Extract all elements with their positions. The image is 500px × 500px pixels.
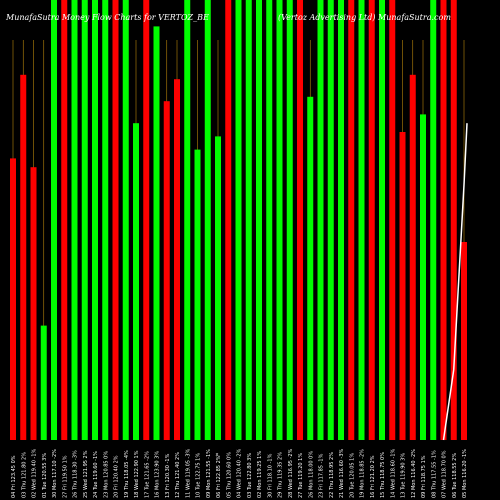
x-tick-label: 30 Fri 118.10 -1% [267, 453, 273, 498]
x-tick-label: 15 Thu 118.75 0% [380, 452, 386, 498]
x-tick-label: 04 Wed 120.40 -2% [237, 448, 243, 498]
bar [307, 96, 314, 441]
x-tick-label: 26 Mon 118.00 0% [308, 451, 314, 498]
bar [153, 26, 160, 441]
x-tick-label: 21 Wed 116.60 -3% [339, 448, 345, 498]
overlay-polyline [442, 123, 468, 441]
x-tick-label: 16 Fri 121.20 2% [370, 455, 376, 498]
x-tick-label: 20 Tue 120.05 1% [349, 453, 355, 498]
bar [450, 0, 457, 440]
chart-subtitle: (Vertoz Advertising Ltd) MunafaSutra.com [278, 13, 451, 22]
bar [338, 0, 344, 440]
x-tick-label: 27 Fri 119.50 1% [62, 455, 68, 498]
bar [71, 0, 78, 440]
x-tick-label: 02 Mon 119.25 1% [257, 451, 263, 498]
x-tick-label: 22 Thu 118.95 2% [329, 452, 335, 498]
x-tick-label: 19 Mon 118.85 -2% [360, 449, 366, 498]
bar [133, 123, 139, 440]
x-tick-label: 29 Thu 119.35 2% [278, 452, 284, 498]
x-tick-label: 04 Fri 123.45 0% [11, 455, 17, 498]
x-tick-label: 11 Wed 119.05 -3% [185, 448, 191, 498]
x-tick-label: 25 Wed 121.95 2% [83, 450, 89, 498]
x-tick-label: 05 Mon 116.20 -1% [462, 449, 468, 498]
bar [327, 0, 334, 440]
x-tick-label: 23 Mon 120.85 0% [103, 451, 109, 498]
bar [420, 114, 426, 441]
bar-series [10, 0, 467, 441]
bar [266, 0, 273, 440]
bar [10, 158, 16, 440]
center-axis-label: x [216, 452, 219, 458]
x-tick-label: 14 Wed 118.60 -1% [390, 448, 396, 498]
bar [92, 0, 98, 440]
x-tick-label: 30 Mon 117.10 -2% [52, 449, 58, 498]
bar [51, 0, 57, 440]
x-tick-label: 09 Fri 118.75 1% [421, 455, 427, 498]
bar [379, 0, 385, 440]
x-tick-label: 16 Mon 123.90 3% [155, 451, 161, 498]
bar [256, 0, 262, 440]
x-tick-label: 01 Tue 120.55 3% [42, 453, 48, 498]
overlay-line [442, 123, 468, 441]
bar [163, 101, 170, 440]
x-tick-label: 27 Tue 119.20 1% [298, 453, 304, 498]
x-tick-label: 13 Fri 120.30 -1% [165, 453, 171, 498]
x-tick-label: 20 Fri 120.40 2% [114, 455, 120, 498]
bar [358, 0, 365, 440]
x-tick-label: 13 Tue 119.90 3% [401, 453, 407, 498]
x-tick-label: 03 Thu 121.80 2% [21, 452, 27, 498]
x-tick-label: 26 Thu 118.30 -3% [73, 450, 79, 498]
bar [225, 0, 232, 440]
bar [40, 325, 47, 440]
bar [122, 0, 129, 440]
bar [297, 0, 303, 440]
bar [102, 0, 109, 440]
x-tick-label: 02 Wed 119.40 -1% [32, 448, 38, 498]
x-tick-label: 28 Wed 116.95 -2% [288, 448, 294, 498]
chart-title: MunafaSutra Money Flow Charts for VERTOZ… [5, 13, 209, 22]
x-tick-label: 24 Tue 119.60 -1% [93, 451, 99, 498]
x-tick-label: 10 Tue 122.75 1% [196, 453, 202, 498]
bar [348, 0, 355, 440]
bar [399, 132, 406, 440]
bar [461, 242, 467, 440]
bar [389, 0, 396, 440]
bar [286, 0, 293, 440]
x-tick-label: 08 Thu 117.55 -1% [431, 450, 437, 498]
x-tick-label: 18 Wed 122.90 1% [134, 450, 140, 498]
x-tick-label: 12 Mon 116.40 -2% [411, 449, 417, 498]
x-tick-label: 06 Tue 118.55 2% [452, 453, 458, 498]
x-tick-label: 06 Fri 122.85 2% [216, 455, 222, 498]
bar [204, 0, 211, 440]
bar [30, 167, 37, 440]
x-tick-label: 07 Wed 118.70 0% [442, 450, 448, 498]
x-tick-label: 23 Fri 117.85 -1% [319, 453, 325, 498]
bar [317, 0, 324, 440]
x-tick-label: 09 Mon 121.55 -1% [206, 449, 212, 498]
bar [430, 0, 437, 440]
x-tick-label: 12 Thu 121.40 2% [175, 452, 181, 498]
x-tick-labels: 04 Fri 123.45 0% 03 Thu 121.80 2% 02 Wed 1… [11, 448, 468, 498]
bar [112, 0, 119, 440]
bar [409, 74, 416, 441]
bar [143, 0, 150, 440]
bar [61, 0, 68, 440]
x-tick-label: 17 Tue 121.65 -2% [144, 451, 150, 498]
bar [245, 0, 252, 440]
bar [20, 74, 27, 441]
bar [194, 149, 201, 440]
x-tick-label: 19 Thu 118.05 -4% [124, 450, 130, 498]
bar [235, 0, 242, 440]
bar [215, 136, 221, 440]
x-tick-label: 03 Tue 122.80 3% [247, 453, 253, 498]
bar [368, 0, 375, 440]
bar [276, 0, 283, 440]
x-tick-label: 05 Thu 120.60 0% [226, 452, 232, 498]
bar [81, 0, 88, 440]
bar [174, 79, 180, 440]
bar [440, 0, 447, 440]
bar [184, 0, 191, 440]
